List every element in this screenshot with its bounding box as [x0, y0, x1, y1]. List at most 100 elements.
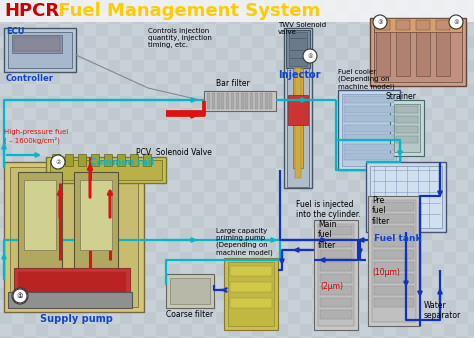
Bar: [228, 262, 274, 326]
Text: ④: ④: [453, 20, 459, 24]
Bar: [120, 192, 132, 204]
Bar: [420, 60, 432, 72]
Bar: [370, 166, 442, 228]
Bar: [14, 37, 60, 51]
Bar: [456, 192, 468, 204]
Bar: [132, 300, 144, 312]
Bar: [192, 24, 204, 36]
Bar: [374, 22, 462, 82]
Bar: [60, 228, 72, 240]
Bar: [36, 156, 48, 168]
Bar: [252, 180, 264, 192]
Bar: [108, 156, 120, 168]
Bar: [376, 20, 390, 30]
Bar: [287, 32, 309, 187]
Bar: [456, 336, 468, 338]
Bar: [84, 12, 96, 24]
Bar: [408, 96, 420, 108]
Bar: [300, 276, 312, 288]
Bar: [300, 132, 312, 144]
Bar: [12, 84, 24, 96]
Bar: [12, 36, 24, 48]
Bar: [295, 68, 301, 178]
Text: Coarse filter: Coarse filter: [166, 310, 213, 319]
Bar: [468, 252, 474, 264]
Bar: [396, 204, 408, 216]
Bar: [36, 60, 48, 72]
Bar: [132, 276, 144, 288]
Bar: [48, 240, 60, 252]
Bar: [180, 108, 192, 120]
Bar: [144, 168, 156, 180]
Bar: [408, 192, 420, 204]
Bar: [432, 288, 444, 300]
Bar: [36, 84, 48, 96]
Bar: [180, 252, 192, 264]
Bar: [108, 324, 120, 336]
Circle shape: [51, 155, 65, 169]
Bar: [192, 264, 204, 276]
Bar: [312, 264, 324, 276]
Bar: [408, 144, 420, 156]
Bar: [168, 288, 180, 300]
Bar: [372, 84, 384, 96]
Bar: [348, 132, 360, 144]
Bar: [348, 276, 360, 288]
Bar: [264, 240, 276, 252]
Bar: [0, 120, 12, 132]
Bar: [456, 120, 468, 132]
Bar: [180, 84, 192, 96]
Bar: [324, 276, 336, 288]
Bar: [252, 132, 264, 144]
Bar: [0, 72, 12, 84]
Bar: [420, 180, 432, 192]
Bar: [372, 12, 384, 24]
Bar: [166, 274, 214, 308]
Bar: [236, 93, 239, 109]
Bar: [132, 108, 144, 120]
Bar: [144, 0, 156, 12]
Bar: [0, 240, 12, 252]
Bar: [48, 336, 60, 338]
Bar: [456, 264, 468, 276]
Bar: [228, 204, 240, 216]
Bar: [156, 132, 168, 144]
Bar: [240, 0, 252, 12]
Bar: [408, 0, 420, 12]
Bar: [374, 262, 414, 271]
Bar: [396, 228, 408, 240]
Bar: [132, 84, 144, 96]
Bar: [144, 312, 156, 324]
Bar: [420, 252, 432, 264]
Bar: [156, 180, 168, 192]
Bar: [36, 108, 48, 120]
Bar: [96, 0, 108, 12]
Bar: [0, 216, 12, 228]
Bar: [396, 20, 410, 30]
Bar: [48, 216, 60, 228]
Bar: [348, 108, 360, 120]
Circle shape: [449, 15, 463, 29]
Bar: [288, 240, 300, 252]
Bar: [312, 336, 324, 338]
Bar: [374, 238, 414, 247]
Text: Bar filter: Bar filter: [216, 79, 250, 88]
Bar: [372, 300, 384, 312]
Bar: [72, 24, 84, 36]
Bar: [372, 108, 384, 120]
Bar: [168, 312, 180, 324]
Bar: [360, 144, 372, 156]
Bar: [168, 24, 180, 36]
Bar: [228, 300, 240, 312]
Bar: [144, 216, 156, 228]
Bar: [370, 18, 466, 86]
Bar: [360, 312, 372, 324]
Bar: [408, 72, 420, 84]
Bar: [60, 204, 72, 216]
Bar: [132, 228, 144, 240]
Bar: [60, 132, 72, 144]
Circle shape: [303, 49, 317, 63]
Bar: [289, 32, 307, 66]
Bar: [24, 264, 36, 276]
Bar: [348, 204, 360, 216]
